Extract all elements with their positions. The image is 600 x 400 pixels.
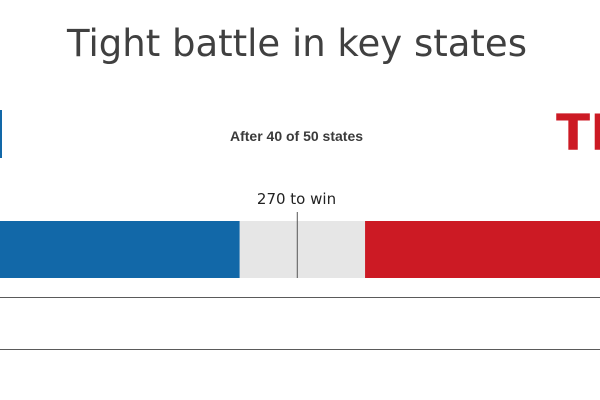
left-candidate-bar xyxy=(0,221,240,278)
chart-subtitle: After 40 of 50 states xyxy=(229,128,364,144)
chart-title: Tight battle in key states xyxy=(67,22,527,65)
divider-bottom xyxy=(0,349,600,350)
threshold-label: 270 to win xyxy=(256,190,337,208)
divider-top xyxy=(0,297,600,298)
undecided-bar xyxy=(239,221,366,278)
bar-segments xyxy=(0,221,600,278)
right-candidate-name: TR xyxy=(556,104,600,162)
right-candidate-bar xyxy=(365,221,600,278)
left-candidate-name-fragment xyxy=(0,110,2,158)
